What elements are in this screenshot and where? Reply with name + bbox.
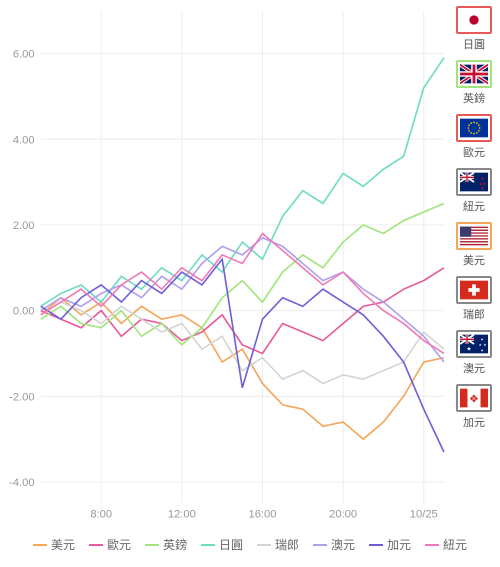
- eu-flag-icon: [456, 114, 492, 142]
- currency-label: 歐元: [463, 144, 485, 160]
- legend-swatch: [201, 544, 215, 546]
- currency-label: 紐元: [463, 198, 485, 214]
- legend-label: 紐元: [443, 536, 467, 553]
- currency-card-cad[interactable]: ❖ 加元: [456, 384, 492, 430]
- legend-item-eur[interactable]: 歐元: [89, 536, 131, 553]
- y-axis-label: -4.00: [9, 477, 35, 489]
- y-axis-label: 4.00: [13, 134, 35, 146]
- legend-swatch: [369, 544, 383, 546]
- legend-item-chf[interactable]: 瑞郎: [257, 536, 299, 553]
- legend-label: 歐元: [107, 536, 131, 553]
- currency-card-eur[interactable]: 歐元: [456, 114, 492, 160]
- legend-label: 英鎊: [163, 536, 187, 553]
- ch-flag-icon: [456, 276, 492, 304]
- svg-text:★: ★: [467, 346, 472, 353]
- legend-label: 加元: [387, 536, 411, 553]
- nz-flag-icon: ★★★★: [456, 168, 492, 196]
- us-flag-icon: [456, 222, 492, 250]
- chart-area: 6.00 4.00 2.00 0.00 -2.00 -4.00 8:00 12:00 16:00…: [0, 0, 448, 526]
- x-axis-label: 8:00: [90, 509, 112, 521]
- y-axis-label: 0.00: [13, 306, 35, 318]
- legend-swatch: [425, 544, 439, 546]
- legend-swatch: [145, 544, 159, 546]
- ca-flag-icon: ❖: [456, 384, 492, 412]
- main-row: 6.00 4.00 2.00 0.00 -2.00 -4.00 8:00 12:00 16:00…: [0, 0, 500, 526]
- currency-card-gbp[interactable]: 英鎊: [456, 60, 492, 106]
- currency-card-chf[interactable]: 瑞郎: [456, 276, 492, 322]
- currency-label: 瑞郎: [463, 306, 485, 322]
- x-axis-label: 10/25: [410, 509, 438, 521]
- au-flag-icon: ★★★★★: [456, 330, 492, 358]
- legend-swatch: [313, 544, 327, 546]
- currency-label: 英鎊: [463, 90, 485, 106]
- legend-swatch: [257, 544, 271, 546]
- currency-chart-widget: 6.00 4.00 2.00 0.00 -2.00 -4.00 8:00 12:00 16:00…: [0, 0, 500, 546]
- currency-label: 日圓: [463, 36, 485, 52]
- gb-flag-icon: [456, 60, 492, 88]
- svg-text:❖: ❖: [469, 394, 479, 406]
- y-axis-label: -2.00: [9, 391, 35, 403]
- currency-card-usd[interactable]: 美元: [456, 222, 492, 268]
- jp-flag-icon: [456, 6, 492, 34]
- currency-card-jpy[interactable]: 日圓: [456, 6, 492, 52]
- x-axis-label: 16:00: [248, 509, 276, 521]
- legend-item-aud[interactable]: 澳元: [313, 536, 355, 553]
- legend-item-gbp[interactable]: 英鎊: [145, 536, 187, 553]
- legend-item-cad[interactable]: 加元: [369, 536, 411, 553]
- legend-label: 瑞郎: [275, 536, 299, 553]
- legend-item-nzd[interactable]: 紐元: [425, 536, 467, 553]
- legend: 美元 歐元 英鎊 日圓 瑞郎 澳元 加元 紐元: [0, 526, 500, 567]
- line-chart: 6.00 4.00 2.00 0.00 -2.00 -4.00 8:00 12:00 16:00…: [0, 0, 448, 526]
- legend-item-usd[interactable]: 美元: [33, 536, 75, 553]
- legend-label: 美元: [51, 536, 75, 553]
- legend-swatch: [89, 544, 103, 546]
- currency-card-aud[interactable]: ★★★★★ 澳元: [456, 330, 492, 376]
- y-axis-label: 6.00: [13, 49, 35, 61]
- legend-label: 澳元: [331, 536, 355, 553]
- currency-label: 加元: [463, 414, 485, 430]
- currency-label: 澳元: [463, 360, 485, 376]
- currency-sidebar: 日圓英鎊歐元 ★★★★ 紐元美元瑞郎 ★★★★★ 澳元 ❖ 加元: [448, 0, 500, 526]
- x-axis-label: 12:00: [168, 509, 196, 521]
- x-axis-label: 20:00: [329, 509, 357, 521]
- legend-item-jpy[interactable]: 日圓: [201, 536, 243, 553]
- legend-label: 日圓: [219, 536, 243, 553]
- currency-label: 美元: [463, 252, 485, 268]
- currency-card-nzd[interactable]: ★★★★ 紐元: [456, 168, 492, 214]
- y-axis-label: 2.00: [13, 220, 35, 232]
- legend-swatch: [33, 544, 47, 546]
